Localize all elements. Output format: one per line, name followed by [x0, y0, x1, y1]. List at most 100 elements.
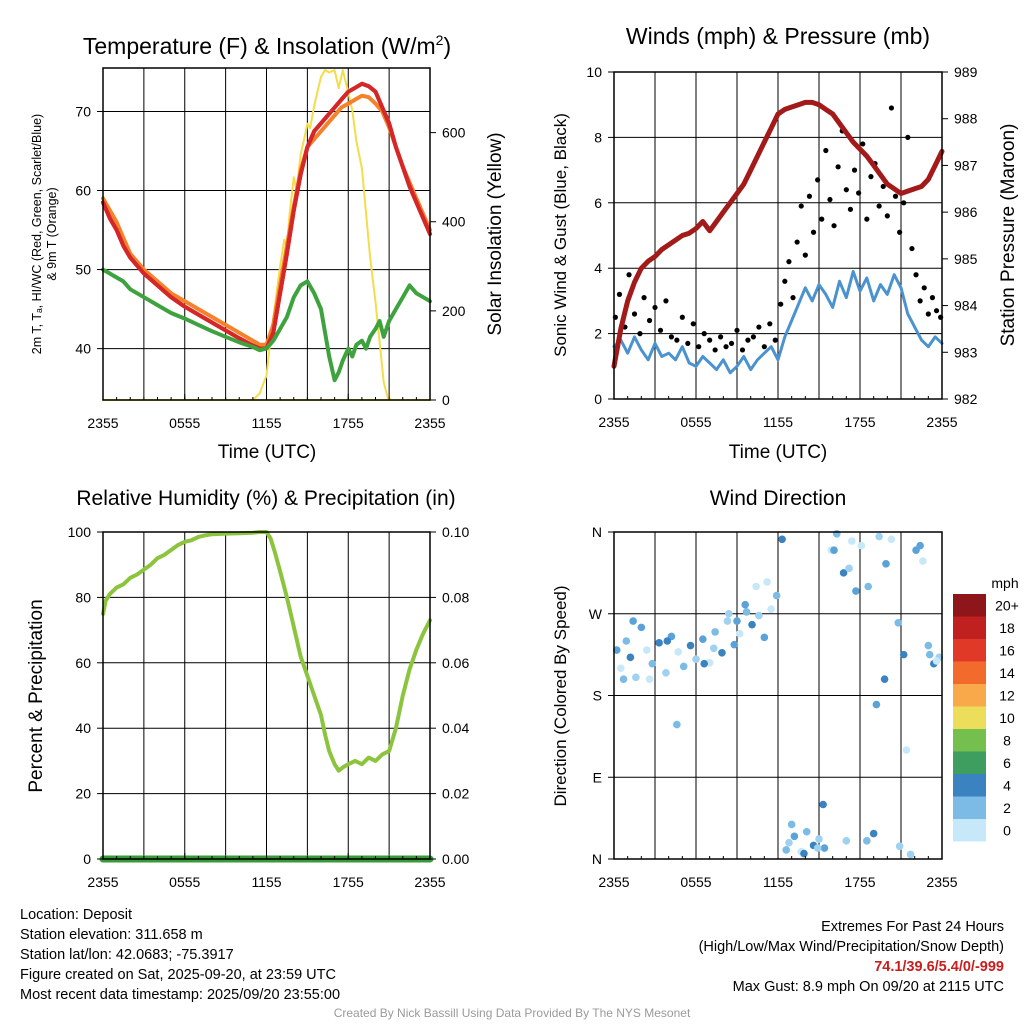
y2-tick-label: 0.04	[442, 720, 469, 736]
x-tick-label: 1155	[763, 414, 793, 430]
gust-point	[756, 324, 762, 330]
gust-point	[909, 245, 915, 252]
dir-ylabel: Direction (Colored By Speed)	[551, 585, 570, 806]
x-tick-label: 0555	[680, 874, 711, 890]
y-tick-label: N	[592, 524, 602, 540]
gust-point	[851, 167, 858, 173]
y2-tick-label: 984	[954, 298, 978, 314]
gust-point	[929, 295, 936, 301]
direction-point	[932, 657, 941, 665]
gust-point	[778, 301, 784, 307]
station-elevation: Station elevation: 311.658 m	[20, 927, 203, 943]
direction-point	[637, 623, 646, 632]
gust-point	[626, 272, 632, 278]
y-tick-label: 2	[594, 326, 602, 342]
gust-point	[917, 298, 923, 304]
y-tick-label: 0	[83, 851, 91, 867]
y-tick-label: 4	[594, 260, 602, 276]
direction-point	[894, 619, 903, 627]
direction-point	[617, 664, 625, 673]
y-tick-label: 60	[75, 183, 91, 199]
gust-point	[652, 304, 658, 311]
colorbar-swatch	[953, 729, 986, 752]
direction-point	[864, 582, 872, 591]
gust-point	[728, 340, 735, 347]
direction-point	[755, 611, 763, 620]
direction-point	[852, 587, 860, 595]
direction-point	[767, 605, 775, 614]
gust-point	[745, 337, 751, 343]
colorbar-label: 20+	[995, 597, 1019, 613]
direction-point	[872, 700, 881, 709]
direction-point	[612, 646, 621, 654]
temperature-panel: Temperature (F) & Insolation (W/m2) 2355…	[30, 32, 506, 463]
direction-point	[632, 673, 640, 682]
y-tick-label: 70	[75, 103, 91, 119]
gust-point	[641, 295, 647, 301]
x-tick-label: 1755	[844, 414, 875, 430]
y-tick-label: W	[589, 606, 603, 622]
direction-point	[916, 541, 924, 550]
colorbar-swatch	[953, 751, 986, 774]
extremes-box: Extremes For Past 24 Hours (High/Low/Max…	[699, 917, 1004, 997]
gust-point	[798, 203, 804, 209]
gust-point	[897, 229, 903, 235]
y-tick-label: S	[593, 688, 602, 704]
station-info: Location: Deposit Station elevation: 311…	[20, 905, 340, 1005]
direction-point	[778, 535, 786, 544]
gust-point	[761, 344, 767, 350]
x-tick-label: 1155	[251, 874, 281, 890]
wind-panel: Winds (mph) & Pressure (mb) 2355 0555 1155…	[551, 23, 1019, 463]
temp-ylabel-line2: & 9m T (Orange)	[45, 187, 59, 280]
gust-point	[674, 337, 680, 343]
y2-tick-label: 986	[954, 204, 978, 220]
gust-point	[925, 311, 931, 317]
2m-t-line	[101, 81, 432, 351]
colorbar-swatch	[953, 616, 986, 639]
direction-point	[832, 530, 841, 538]
temp-ylabel-line1: 2m T, Tₐ, HI/WC (Red, Green, Scarlet/Blu…	[30, 114, 44, 354]
rh-ylabel: Percent & Precipitation	[26, 599, 47, 792]
direction-point	[718, 649, 726, 657]
direction-point	[663, 637, 672, 645]
gust-point	[843, 187, 849, 193]
gust-point	[790, 295, 796, 301]
colorbar-swatch	[953, 819, 986, 842]
colorbar-label: 18	[999, 620, 1015, 636]
max-gust: Max Gust: 8.9 mph On 09/20 at 2115 UTC	[732, 979, 1004, 995]
extremes-title: Extremes For Past 24 Hours	[821, 919, 1004, 935]
speed-colorbar: mph 20+ 18 16 14 12 10 8 6 4 2 0	[953, 575, 1019, 842]
direction-point	[648, 659, 657, 668]
gust-point	[679, 314, 685, 320]
gust-point	[707, 337, 713, 343]
direction-point	[725, 609, 733, 618]
direction-point	[800, 849, 808, 858]
direction-point	[748, 620, 756, 629]
direction-point	[839, 569, 848, 577]
x-tick-label: 2355	[598, 874, 629, 890]
dir-ticks: 2355 0555 1155 1755 2355 N E S W N	[589, 524, 958, 890]
direction-point	[760, 633, 769, 642]
direction-point	[711, 628, 719, 636]
x-tick-label: 1155	[763, 874, 793, 890]
direction-point	[643, 646, 651, 654]
direction-point	[830, 546, 838, 554]
wind-grid	[614, 72, 942, 399]
direction-point	[802, 827, 811, 836]
gust-point	[690, 321, 696, 327]
station-location: Location: Deposit	[20, 907, 133, 923]
direction-point	[742, 608, 751, 616]
x-tick-label: 2355	[87, 874, 118, 890]
wind-ticks: 2355 0555 1155 1755 2355 0 2 4 6 8 10 982 983 984 985 9…	[586, 64, 977, 430]
gust-point	[831, 223, 837, 229]
y2-tick-label: 988	[954, 111, 978, 127]
dir-title: Wind Direction	[710, 487, 847, 510]
wind-y2label: Station Pressure (Maroon)	[998, 124, 1019, 347]
rh-grid	[103, 532, 430, 859]
gust-point	[657, 327, 664, 333]
gust-point	[864, 216, 870, 222]
direction-point	[790, 832, 799, 841]
direction-point	[924, 641, 933, 650]
wind-series-group	[611, 99, 945, 375]
